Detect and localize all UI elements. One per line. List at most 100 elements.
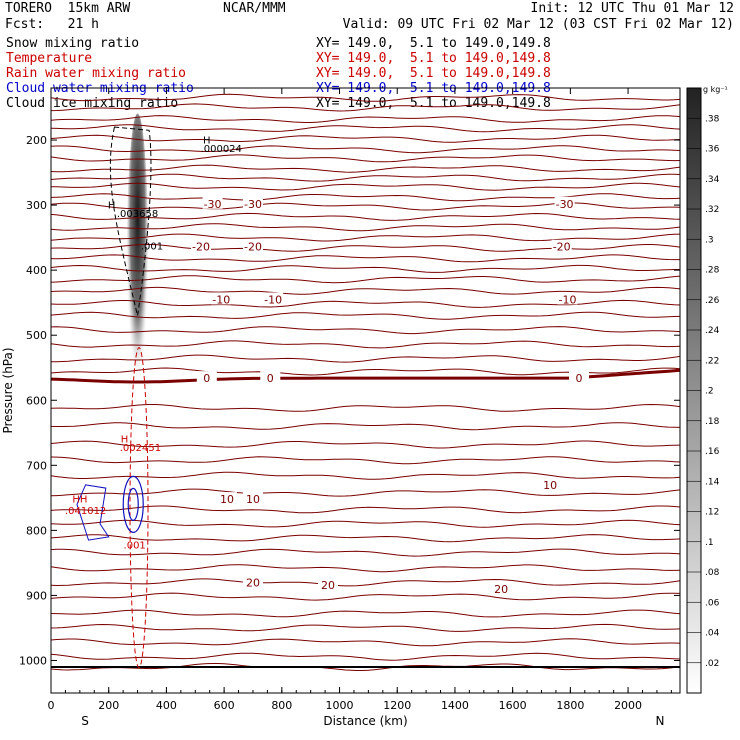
x-axis-label: Distance (km) bbox=[323, 714, 407, 728]
isotherm-line bbox=[50, 471, 681, 480]
isotherm-label-bg bbox=[551, 239, 572, 252]
isotherm-line bbox=[50, 519, 681, 528]
isotherm-line bbox=[50, 652, 681, 661]
isotherm-label: 20 bbox=[494, 583, 508, 596]
isotherm-label: 0 bbox=[267, 372, 274, 385]
field-label-rain: Rain water mixing ratio bbox=[6, 66, 187, 81]
x-tick-label: 2000 bbox=[614, 699, 642, 712]
isotherm-line bbox=[51, 354, 681, 363]
isotherm-label: -10 bbox=[212, 293, 230, 306]
model-title: TORERO 15km ARW bbox=[5, 1, 131, 16]
colorbar-tick-label: .18 bbox=[705, 417, 720, 427]
isotherm-line bbox=[50, 592, 681, 601]
isotherm-label-bg bbox=[263, 292, 284, 305]
y-tick-label: 600 bbox=[26, 394, 47, 407]
isotherm-label-bg bbox=[211, 292, 232, 305]
isotherm-line bbox=[50, 286, 681, 295]
colorbar-tick-label: .36 bbox=[705, 145, 720, 155]
isotherm-line bbox=[50, 233, 681, 242]
isotherm-line bbox=[50, 578, 681, 587]
isotherm-line bbox=[50, 124, 681, 133]
isotherm-label-bg bbox=[491, 581, 512, 594]
field-label-temperature: Temperature bbox=[6, 51, 93, 66]
max-annotation: H bbox=[203, 135, 211, 146]
isotherm-line bbox=[50, 254, 680, 263]
max-annotation: HH bbox=[72, 494, 87, 505]
y-tick-label: 900 bbox=[26, 589, 47, 602]
isotherm-label: 20 bbox=[321, 579, 335, 592]
x-tick-label: 200 bbox=[98, 699, 119, 712]
isotherm-line bbox=[50, 244, 681, 252]
isotherm-label-bg bbox=[242, 575, 263, 588]
x-tick-label: 1400 bbox=[441, 699, 469, 712]
colorbar-tick-label: .22 bbox=[705, 356, 719, 366]
colorbar-tick-label: .02 bbox=[705, 659, 719, 669]
x-tick-label: 0 bbox=[48, 699, 55, 712]
org-label: NCAR/MMM bbox=[223, 1, 286, 16]
isotherm-label-bg bbox=[569, 371, 590, 384]
y-tick-label: 200 bbox=[26, 134, 47, 147]
isotherm-label: -30 bbox=[556, 198, 574, 211]
cloud-water-contour bbox=[76, 484, 110, 541]
max-annotation: H bbox=[121, 435, 129, 446]
isotherm-label: -10 bbox=[558, 293, 576, 306]
y-tick-label: 1000 bbox=[19, 654, 47, 667]
isotherm-line bbox=[50, 212, 681, 221]
isotherm-line bbox=[50, 182, 681, 191]
isotherm-line bbox=[50, 663, 681, 671]
isotherm-label-bg bbox=[540, 477, 561, 490]
field-xy-temperature: XY= 149.0, 5.1 to 149.0,149.8 bbox=[316, 51, 551, 66]
field-xy-rain: XY= 149.0, 5.1 to 149.0,149.8 bbox=[316, 66, 551, 81]
y-tick-label: 800 bbox=[26, 524, 47, 537]
isotherm-line bbox=[50, 638, 681, 647]
forecast-hour: Fcst: 21 h bbox=[5, 17, 99, 32]
colorbar-tick-label: .16 bbox=[705, 447, 720, 457]
north-end-label: N bbox=[656, 714, 665, 728]
isotherm-label: 10 bbox=[246, 493, 260, 506]
colorbar-tick-label: .08 bbox=[705, 568, 720, 578]
x-tick-label: 600 bbox=[214, 699, 235, 712]
isotherm-line bbox=[50, 488, 681, 497]
isotherm-label-bg bbox=[557, 292, 578, 305]
colorbar-tick-label: .32 bbox=[705, 205, 719, 215]
isotherm-line bbox=[50, 609, 681, 618]
colorbar-tick-label: .12 bbox=[705, 508, 719, 518]
colorbar-unit: g kg⁻¹ bbox=[703, 85, 728, 94]
isotherm-line bbox=[50, 548, 681, 557]
max-annotation: .001 bbox=[141, 241, 163, 252]
field-label-snow: Snow mixing ratio bbox=[6, 36, 140, 51]
colorbar-tick-label: .26 bbox=[705, 296, 720, 306]
colorbar-tick-label: .34 bbox=[705, 175, 720, 185]
isotherm-line bbox=[50, 326, 681, 335]
isotherm-line bbox=[50, 456, 681, 465]
isotherm-label-bg bbox=[191, 239, 212, 252]
isotherm-label: 20 bbox=[246, 576, 260, 589]
isotherm-line bbox=[50, 93, 681, 102]
plot-frame bbox=[50, 87, 681, 694]
isotherm-label: -30 bbox=[204, 198, 222, 211]
isotherm-line bbox=[50, 275, 681, 284]
x-tick-label: 400 bbox=[156, 699, 177, 712]
colorbar-tick-label: .06 bbox=[705, 598, 720, 608]
field-label-cloud-ice: Cloud ice mixing ratio bbox=[6, 96, 179, 111]
y-axis-label: Pressure (hPa) bbox=[1, 347, 15, 433]
isotherm-label-bg bbox=[554, 196, 575, 209]
colorbar-tick-label: .1 bbox=[705, 538, 714, 548]
isotherm-line bbox=[50, 202, 681, 211]
x-tick-label: 1000 bbox=[326, 699, 354, 712]
cloud-ice-contour bbox=[109, 126, 152, 316]
isotherm-line bbox=[50, 340, 681, 349]
colorbar-tick-label: .3 bbox=[705, 235, 714, 245]
y-tick-label: 400 bbox=[26, 264, 47, 277]
y-tick-label: 300 bbox=[26, 199, 47, 212]
isotherm-label: -20 bbox=[244, 241, 262, 254]
isotherm-label: -10 bbox=[264, 293, 282, 306]
cloud-water-contour bbox=[127, 487, 139, 521]
max-annotation: .002451 bbox=[120, 443, 161, 454]
isotherm-label: -30 bbox=[244, 198, 262, 211]
max-annotation: .003658 bbox=[117, 209, 158, 220]
south-end-label: S bbox=[81, 714, 89, 728]
isotherm-label-bg bbox=[242, 239, 263, 252]
rain-water-contour bbox=[129, 347, 149, 669]
